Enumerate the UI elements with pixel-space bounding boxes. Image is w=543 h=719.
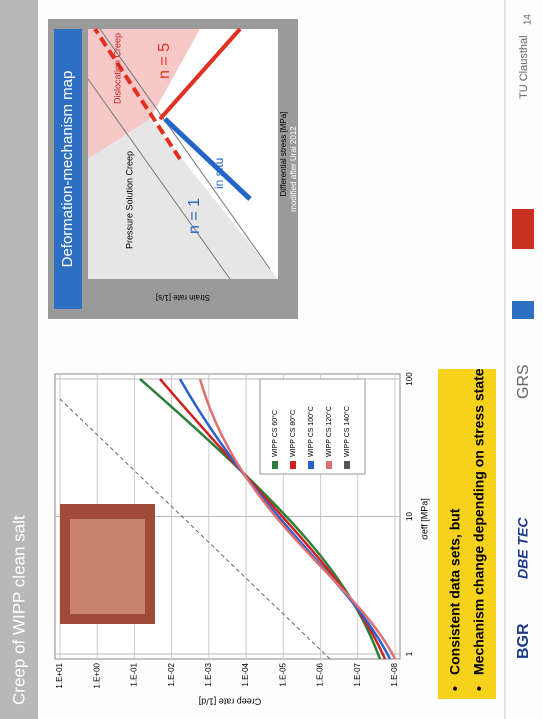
legend-swatch	[272, 461, 278, 469]
curve	[178, 378, 392, 660]
map-heading-bg	[54, 29, 82, 309]
map-caption: modified after Urai 2012	[289, 126, 298, 212]
map-label: n = 5	[156, 43, 173, 79]
legend-swatch	[308, 461, 314, 469]
map-label: in situ	[212, 158, 226, 189]
legend-label: WIPP CS 60°C	[271, 410, 279, 457]
curve	[159, 378, 387, 660]
logo: DBE TEC	[515, 517, 531, 579]
solution-field	[88, 119, 278, 279]
legend-box	[259, 378, 366, 475]
x-tick-label: 10	[405, 512, 414, 521]
arrow-red	[158, 27, 242, 121]
photo-detail	[70, 519, 145, 614]
bullet-box	[438, 369, 496, 699]
bullet-dot: •	[447, 686, 463, 691]
map-label: Pressure Solution Creep	[124, 151, 134, 249]
contour	[99, 28, 271, 270]
y-tick-label: 1.E-07	[353, 662, 362, 686]
contour	[87, 78, 231, 280]
logo: BGR	[515, 623, 532, 659]
map-x-label: Differential stress [MPa]	[279, 112, 288, 197]
x-axis-label: σeff [MPa]	[419, 498, 429, 539]
legend-label: WIPP CS 80°C	[289, 410, 297, 457]
bullet: Consistent data sets, but	[447, 508, 463, 675]
y-tick-label: 1.E-08	[390, 662, 399, 686]
legend-swatch	[326, 461, 332, 469]
map-y-label: Strain rate [1/s]	[156, 293, 210, 302]
legend-label: WIPP CS 140°C	[343, 406, 351, 457]
title: Creep of WIPP clean salt	[9, 515, 28, 705]
curve	[198, 378, 397, 660]
y-axis-label: Creep rate [1/d]	[199, 697, 262, 707]
map-heading: Deformation-mechanism map	[59, 71, 76, 268]
curve	[139, 378, 382, 660]
legend-label: WIPP CS 120°C	[325, 406, 333, 457]
x-tick-label: 100	[405, 372, 414, 386]
y-tick-label: 1.E-05	[278, 662, 287, 686]
x-tick-label: 1	[405, 651, 414, 656]
y-tick-label: 1.E-04	[241, 662, 250, 686]
logo: TU Clausthal	[518, 35, 530, 99]
y-tick-label: 1.E-02	[167, 662, 176, 686]
y-tick-label: 1.E+00	[92, 662, 101, 688]
bullet: Mechanism change depending on stress sta…	[471, 368, 487, 675]
legend-swatch	[344, 461, 350, 469]
map-label: Dislocation Creep	[112, 33, 122, 104]
logo: GRS	[515, 364, 532, 399]
slide-number: 14	[523, 14, 534, 26]
y-tick-label: 1.E-03	[204, 662, 213, 686]
legend-swatch	[290, 461, 296, 469]
logo-mark	[512, 301, 534, 319]
bullet-dot: •	[471, 686, 487, 691]
title-bar	[0, 0, 38, 719]
y-tick-label: 1.E-06	[316, 662, 325, 686]
y-tick-label: 1.E-01	[130, 662, 139, 686]
y-tick-label: 1.E+01	[55, 662, 64, 688]
legend-label: WIPP CS 100°C	[307, 406, 315, 457]
n5-line	[93, 27, 182, 161]
dislocation-field	[88, 29, 200, 159]
map-label: n = 1	[186, 198, 203, 234]
logo-mark	[512, 209, 534, 249]
arrow-blue	[163, 117, 252, 201]
